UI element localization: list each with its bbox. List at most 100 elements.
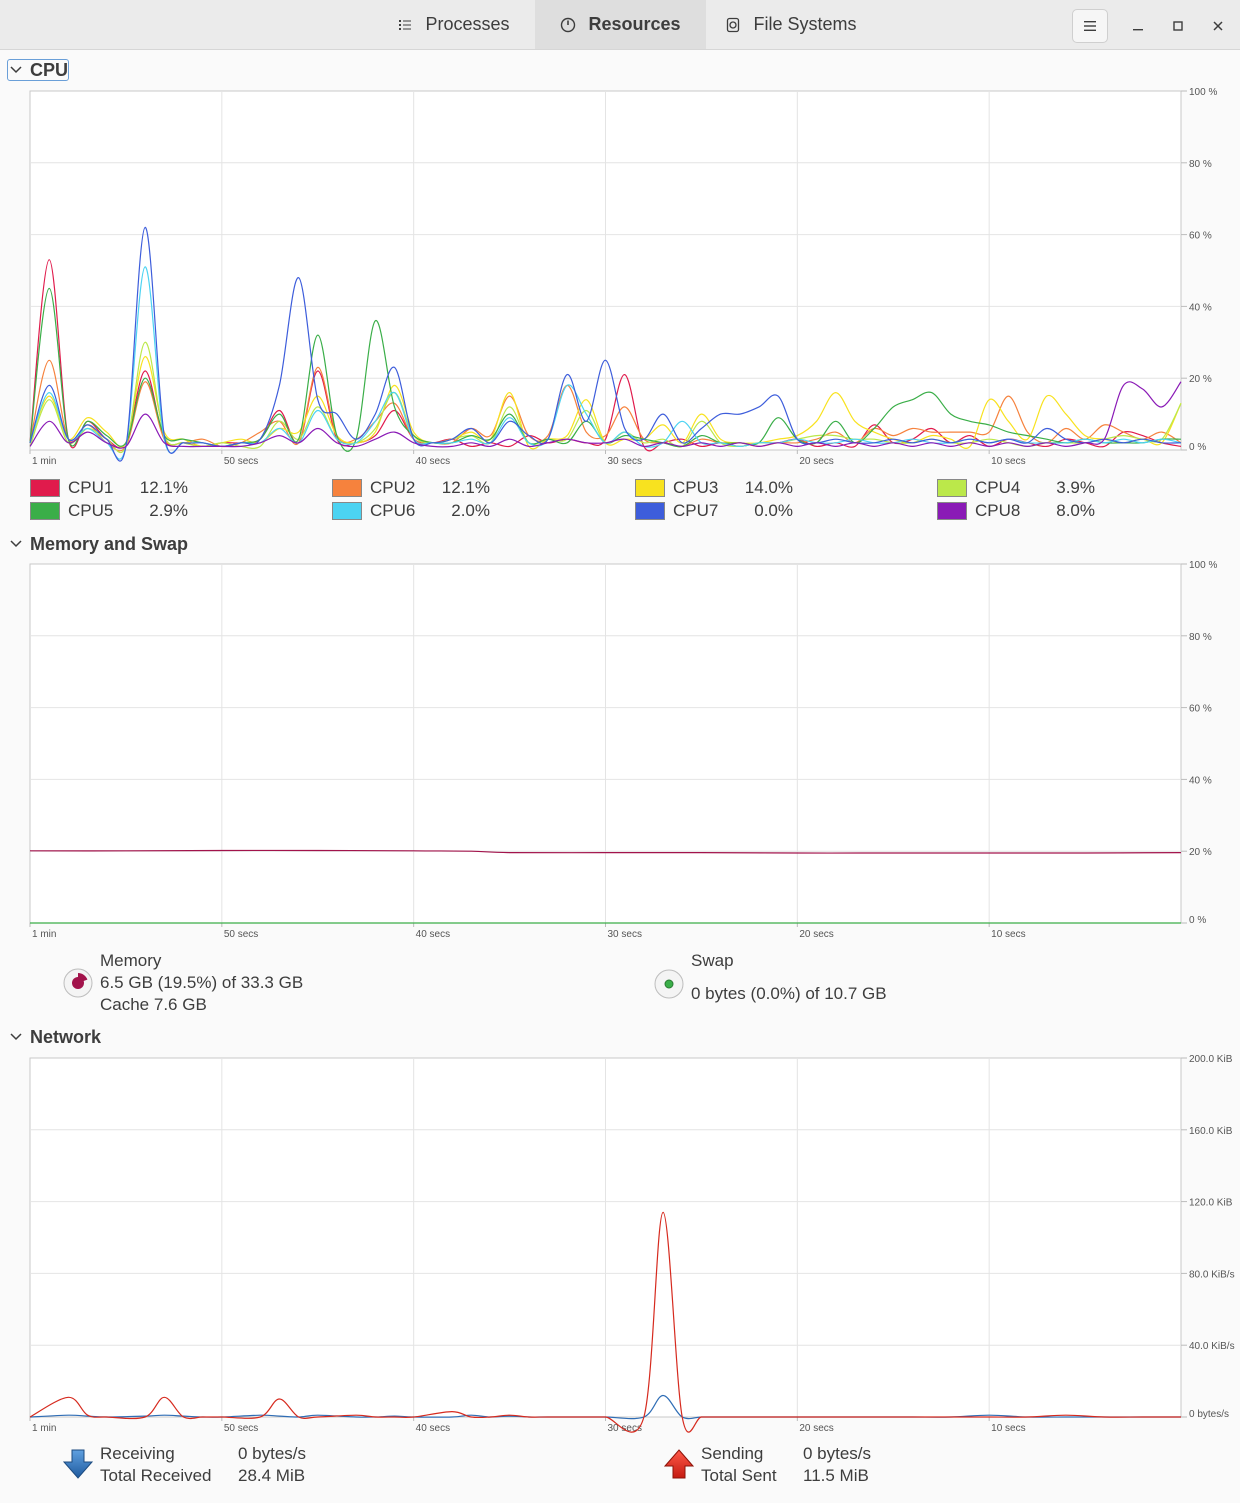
cpu-legend-item: CPU5 2.9% [30, 500, 188, 522]
cpu-series-cpu8-line [29, 381, 1182, 449]
cpu-legend-value: 14.0% [744, 478, 793, 497]
cpu-legend-name: CPU5 [68, 501, 114, 520]
tab-resources-label: Resources [588, 14, 681, 34]
tab-file-systems-label: File Systems [753, 14, 857, 34]
memory-value: 6.5 GB (19.5%) of 33.3 GB [100, 973, 304, 992]
cpu-color-swatch[interactable] [937, 502, 967, 520]
cpu-series-cpu2-line [29, 359, 1182, 452]
tab-file-systems[interactable]: File Systems [706, 0, 876, 49]
close-button[interactable] [1201, 10, 1235, 42]
network-y-tick-label: 160.0 KiB [1189, 1126, 1233, 1137]
memory-series-memory-line [29, 849, 1182, 854]
total-received-label: Total Received [100, 1466, 212, 1485]
gauge-icon [561, 17, 576, 32]
total-sent-value: 11.5 MiB [803, 1466, 869, 1485]
network-x-tick-label: 50 secs [224, 1423, 258, 1434]
tab-processes[interactable]: Processes [372, 0, 535, 49]
receiving-info: Receiving 0 bytes/s Total Received 28.4 Mi… [100, 1443, 306, 1487]
cpu-section-toggle[interactable]: CPU [7, 59, 70, 81]
menu-button[interactable] [1072, 9, 1108, 43]
chevron-down-icon [10, 540, 24, 548]
list-icon [399, 19, 412, 30]
cpu-legend-name: CPU1 [68, 478, 114, 497]
network-y-tick-label: 200.0 KiB [1189, 1054, 1233, 1065]
cpu-legend-name: CPU8 [975, 501, 1021, 520]
swap-label: Swap [691, 951, 734, 970]
memory-x-tick-label: 1 min [32, 929, 56, 940]
receiving-label: Receiving [100, 1444, 175, 1463]
cpu-legend-value: 3.9% [1056, 478, 1095, 497]
cpu-x-tick-label: 20 secs [799, 456, 833, 467]
memory-y-tick-label: 20 % [1189, 847, 1212, 858]
cpu-y-tick-label: 0 % [1189, 442, 1206, 453]
cpu-color-swatch[interactable] [635, 479, 665, 497]
total-sent-label: Total Sent [701, 1466, 777, 1485]
cpu-legend-name: CPU4 [975, 478, 1021, 497]
sending-info: Sending 0 bytes/s Total Sent 11.5 MiB [701, 1443, 871, 1487]
network-y-tick-label: 120.0 KiB [1189, 1198, 1233, 1209]
cpu-x-tick-label: 1 min [32, 456, 56, 467]
hamburger-icon [1084, 21, 1096, 31]
cpu-x-tick-label: 10 secs [991, 456, 1025, 467]
cpu-y-tick-label: 80 % [1189, 159, 1212, 170]
network-section-title: Network [30, 1026, 102, 1047]
chevron-down-icon [10, 66, 24, 74]
memory-x-tick-label: 30 secs [608, 929, 642, 940]
memory-label: Memory [100, 951, 162, 970]
network-x-tick-label: 1 min [32, 1423, 56, 1434]
cpu-legend-item: CPU4 3.9% [937, 477, 1095, 499]
cpu-legend-value: 2.0% [451, 501, 490, 520]
minimize-icon [1133, 29, 1143, 31]
memory-y-tick-label: 40 % [1189, 775, 1212, 786]
memory-x-tick-label: 20 secs [799, 929, 833, 940]
sending-label: Sending [701, 1444, 764, 1463]
minimize-button[interactable] [1121, 10, 1155, 42]
memory-x-tick-label: 50 secs [224, 929, 258, 940]
cpu-legend-value: 0.0% [754, 501, 793, 520]
cpu-legend-item: CPU6 2.0% [332, 500, 490, 522]
cpu-history-graph: 100 % 80 % 60 % 40 % 20 % 0 % 1 min 50 secs 40 s… [29, 87, 1217, 467]
cpu-color-swatch[interactable] [332, 479, 362, 497]
network-history-graph: 200.0 KiB 160.0 KiB 120.0 KiB 80.0 KiB/s 40.… [29, 1054, 1235, 1434]
swap-value: 0 bytes (0.0%) of 10.7 GB [691, 984, 887, 1003]
memory-pie-center [72, 977, 84, 989]
memory-section-toggle[interactable]: Memory and Swap [10, 533, 188, 555]
maximize-button[interactable] [1161, 10, 1195, 42]
memory-pie-icon[interactable] [62, 967, 94, 1004]
swap-pie-icon[interactable] [653, 968, 685, 1005]
receiving-arrow-icon[interactable] [62, 1448, 94, 1485]
cpu-legend-value: 2.9% [149, 501, 188, 520]
cpu-section-title: CPU [30, 59, 69, 80]
network-series-sending-line [29, 1211, 1181, 1433]
cpu-y-tick-label: 20 % [1189, 374, 1212, 385]
network-y-tick-label: 80.0 KiB/s [1189, 1269, 1235, 1280]
cpu-color-swatch[interactable] [635, 502, 665, 520]
memory-info: Memory 6.5 GB (19.5%) of 33.3 GB Cache 7… [100, 950, 303, 1016]
cpu-color-swatch[interactable] [30, 479, 60, 497]
memory-y-tick-label: 0 % [1189, 915, 1206, 926]
cpu-x-tick-label: 50 secs [224, 456, 258, 467]
swap-info: Swap 0 bytes (0.0%) of 10.7 GB [691, 950, 887, 1005]
cpu-legend-value: 12.1% [441, 478, 490, 497]
cpu-y-tick-label: 60 % [1189, 231, 1212, 242]
cpu-legend-name: CPU6 [370, 501, 416, 520]
cpu-color-swatch[interactable] [30, 502, 60, 520]
memory-y-tick-label: 80 % [1189, 632, 1212, 643]
network-x-tick-label: 20 secs [799, 1423, 833, 1434]
cpu-legend-value: 12.1% [139, 478, 188, 497]
cpu-color-swatch[interactable] [332, 502, 362, 520]
cpu-color-swatch[interactable] [937, 479, 967, 497]
network-x-tick-label: 40 secs [416, 1423, 450, 1434]
cpu-series-cpu7-line [29, 226, 1182, 462]
network-section-toggle[interactable]: Network [10, 1026, 101, 1048]
sending-value: 0 bytes/s [803, 1444, 872, 1463]
network-y-tick-label: 40.0 KiB/s [1189, 1341, 1235, 1352]
memory-y-tick-label: 60 % [1189, 704, 1212, 715]
tab-resources[interactable]: Resources [535, 0, 706, 49]
memory-y-tick-label: 100 % [1189, 560, 1217, 571]
cpu-legend-item: CPU2 12.1% [332, 477, 490, 499]
cpu-x-tick-label: 30 secs [608, 456, 642, 467]
sending-arrow-icon[interactable] [663, 1448, 695, 1485]
cpu-legend-item: CPU3 14.0% [635, 477, 793, 499]
cpu-y-tick-label: 100 % [1189, 87, 1217, 98]
